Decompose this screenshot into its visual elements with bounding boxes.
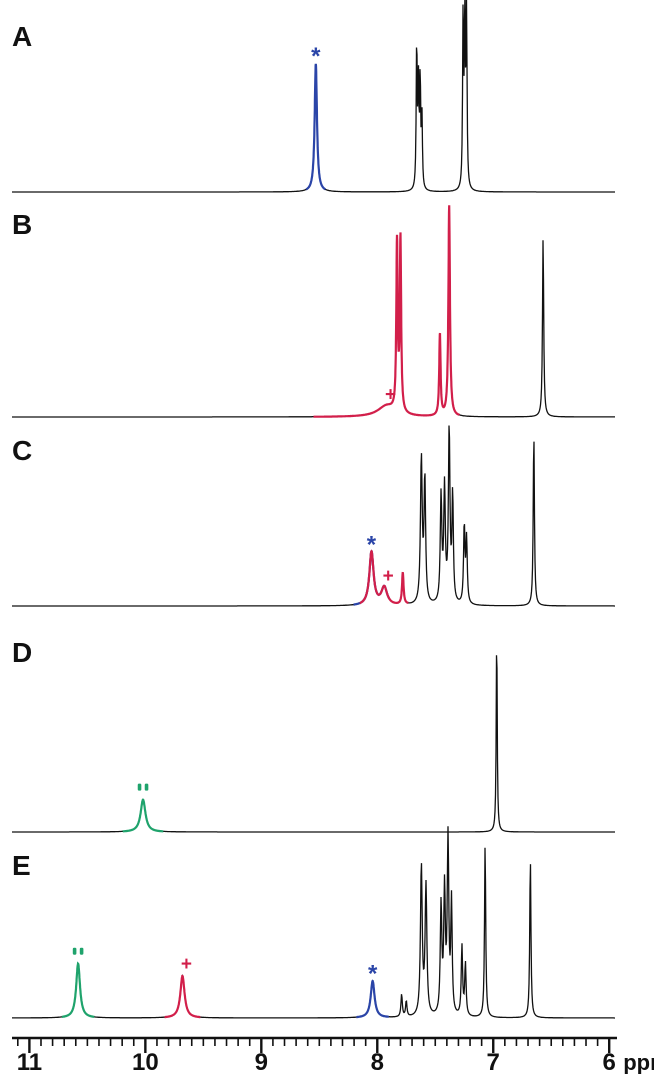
peak-plus-highlight — [359, 549, 409, 605]
x-tick-label: 10 — [132, 1049, 159, 1074]
spectrum-trace — [12, 655, 615, 833]
x-tick-label: 9 — [255, 1049, 268, 1074]
peak-star-highlight — [305, 63, 326, 191]
x-tick-label: 11 — [17, 1049, 42, 1074]
x-axis-tick-labels: 11 10 9 8 7 6 — [17, 1049, 616, 1074]
x-axis-major-ticks — [28, 1038, 611, 1053]
double-quote-marker-icon — [137, 783, 149, 791]
star-marker-icon: * — [311, 43, 321, 70]
x-tick-label: 8 — [371, 1049, 384, 1074]
spectrum-label: E — [12, 850, 31, 881]
x-axis-unit-label: ppm — [623, 1050, 654, 1074]
spectrum-b: B+ — [12, 205, 615, 418]
spectrum-d: D — [12, 637, 615, 833]
spectrum-trace — [12, 212, 615, 418]
plus-marker-icon: + — [385, 384, 396, 405]
spectrum-trace — [12, 425, 615, 607]
peak-star-highlight — [356, 979, 389, 1019]
spectrum-label: D — [12, 637, 32, 668]
spectrum-label: C — [12, 435, 32, 466]
spectrum-label: B — [12, 209, 32, 240]
star-marker-icon: * — [367, 532, 377, 559]
spectrum-label: A — [12, 21, 32, 52]
star-marker-icon: * — [368, 960, 378, 987]
x-tick-label: 6 — [603, 1049, 616, 1074]
x-tick-label: 7 — [487, 1049, 500, 1074]
peak-dquote-highlight — [122, 798, 164, 833]
peak-plus-highlight — [313, 205, 461, 418]
peak-dquote-highlight — [61, 961, 95, 1018]
double-quote-marker-icon — [72, 947, 84, 955]
spectrum-c: C * + — [12, 425, 615, 607]
spectrum-trace — [12, 826, 615, 1019]
peak-plus-highlight — [164, 974, 201, 1019]
spectrum-e: E + * — [12, 826, 615, 1019]
spectra-panels: A*B+C*+DE+ * — [12, 0, 615, 1019]
plus-marker-icon: + — [383, 566, 394, 587]
spectrum-a: A* — [12, 0, 615, 193]
plus-marker-icon: + — [181, 954, 192, 975]
x-axis: 11 10 9 8 7 6 ppm — [12, 1036, 654, 1074]
